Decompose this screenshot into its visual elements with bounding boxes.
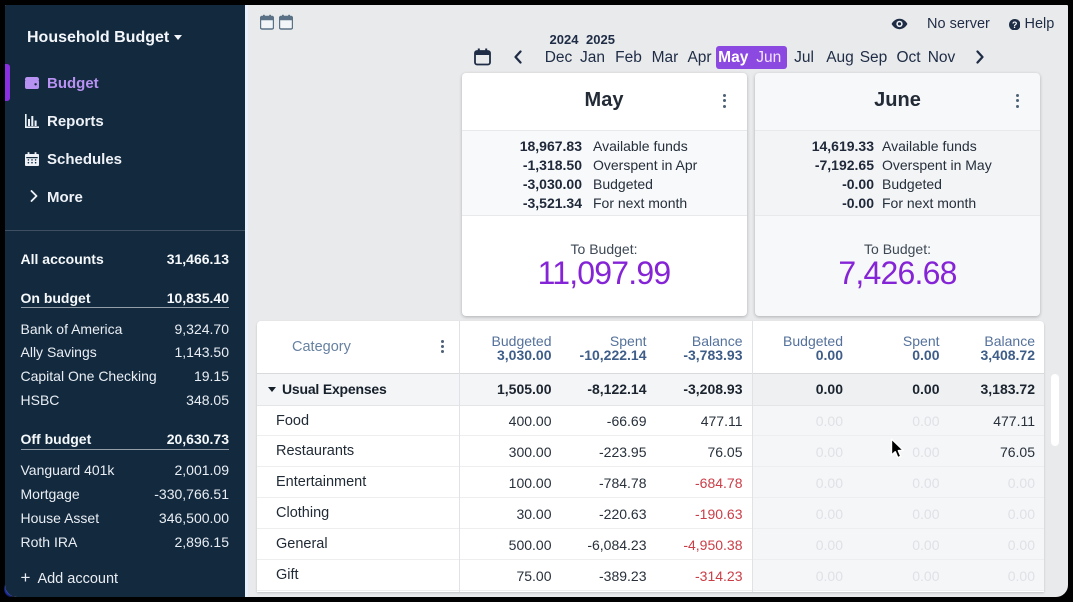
svg-text:?: ?	[1012, 19, 1017, 29]
